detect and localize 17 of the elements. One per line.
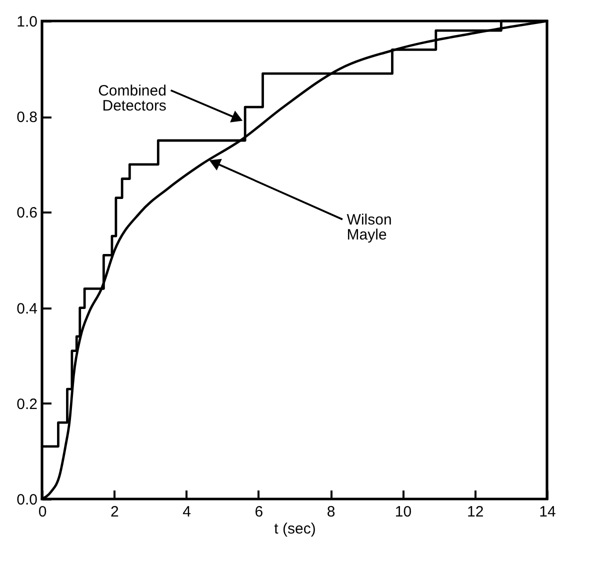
x-tick-label: 10 xyxy=(394,504,412,520)
x-tick-label: 2 xyxy=(110,504,119,520)
x-tick-label: 14 xyxy=(539,504,556,520)
y-tick-label: 0.4 xyxy=(16,300,38,318)
y-tick-label: 1.0 xyxy=(16,14,38,30)
x-tick-label: 8 xyxy=(326,504,336,520)
y-tick-label: 0.2 xyxy=(16,396,38,413)
annotation: Combined Detectors xyxy=(98,82,166,114)
y-tick-label: 0.8 xyxy=(16,109,38,126)
annotation: Wilson Mayle xyxy=(346,211,392,244)
x-tick-label: 12 xyxy=(467,504,484,520)
x-tick-label: 6 xyxy=(254,504,264,520)
x-tick-label: 0 xyxy=(38,504,47,520)
x-axis-title: t (sec) xyxy=(274,520,316,538)
x-tick-label: 4 xyxy=(182,504,191,520)
y-tick-label: 0.0 xyxy=(16,492,38,508)
y-tick-label: 0.6 xyxy=(16,204,38,222)
